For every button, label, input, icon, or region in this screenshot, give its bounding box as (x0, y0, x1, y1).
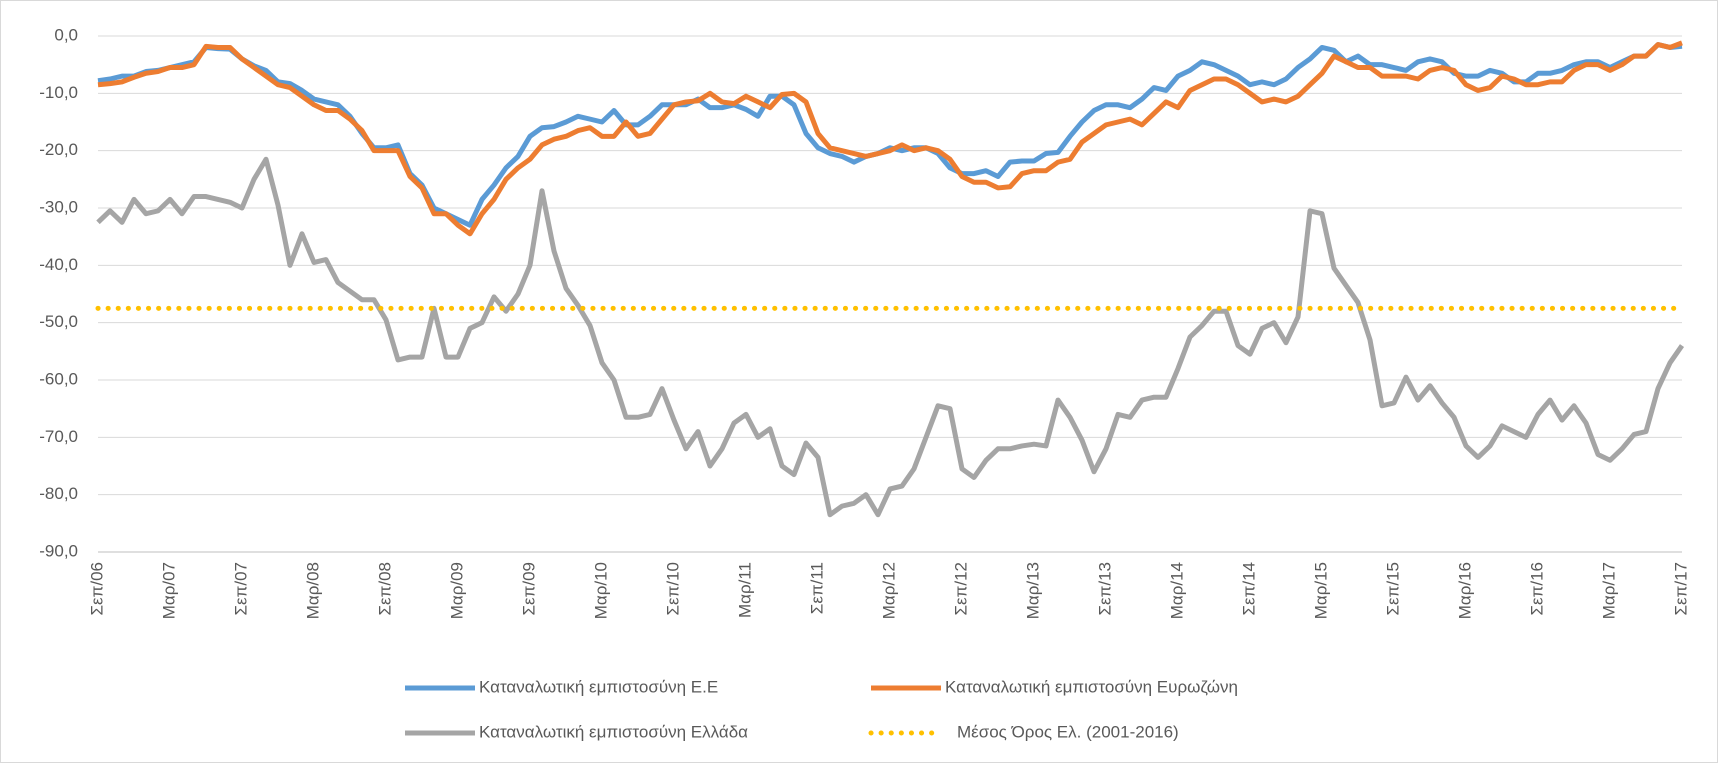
x-tick-label: Μαρ/12 (879, 562, 898, 619)
x-tick-label: Μαρ/07 (159, 562, 178, 619)
series-line (97, 40, 1683, 237)
y-tick-label: 0,0 (54, 25, 78, 44)
x-tick-label: Μαρ/13 (1023, 562, 1042, 619)
x-tick-label: Μαρ/09 (447, 562, 466, 619)
x-tick-label: Μαρ/16 (1455, 562, 1474, 619)
y-tick-label: -90,0 (39, 541, 78, 560)
y-tick-label: -70,0 (39, 427, 78, 446)
x-tick-label: Μαρ/11 (735, 562, 754, 618)
x-tick-label: Σεπ/13 (1095, 562, 1114, 615)
x-tick-label: Μαρ/10 (591, 562, 610, 619)
x-tick-label: Σεπ/12 (951, 562, 970, 615)
x-tick-label: Σεπ/16 (1527, 562, 1546, 615)
y-tick-label: -20,0 (39, 140, 78, 159)
x-tick-label: Σεπ/06 (87, 562, 106, 615)
x-tick-label: Μαρ/17 (1599, 562, 1618, 619)
legend-label: Καταναλωτική εμπιστοσύνη Ευρωζώνη (945, 677, 1238, 696)
x-tick-label: Σεπ/17 (1671, 562, 1690, 615)
x-tick-label: Σεπ/11 (807, 562, 826, 614)
x-tick-label: Σεπ/10 (663, 562, 682, 615)
x-tick-label: Μαρ/15 (1311, 562, 1330, 619)
legend-label: Μέσος Όρος Ελ. (2001-2016) (957, 722, 1179, 741)
x-tick-label: Σεπ/14 (1239, 562, 1258, 615)
x-tick-label: Σεπ/07 (231, 562, 250, 615)
x-tick-label: Σεπ/09 (519, 562, 538, 615)
series-line (96, 156, 1685, 518)
x-tick-label: Σεπ/08 (375, 562, 394, 615)
y-tick-label: -40,0 (39, 255, 78, 274)
x-tick-label: Σεπ/15 (1383, 562, 1402, 615)
y-tick-label: -50,0 (39, 312, 78, 331)
legend-label: Καταναλωτική εμπιστοσύνη Ελλάδα (479, 722, 748, 741)
y-tick-label: -80,0 (39, 484, 78, 503)
y-tick-label: -60,0 (39, 369, 78, 388)
x-tick-label: Μαρ/08 (303, 562, 322, 619)
x-tick-label: Μαρ/14 (1167, 562, 1186, 619)
legend-label: Καταναλωτική εμπιστοσύνη Ε.Ε (479, 677, 718, 696)
y-tick-label: -10,0 (39, 83, 78, 102)
y-tick-label: -30,0 (39, 197, 78, 216)
